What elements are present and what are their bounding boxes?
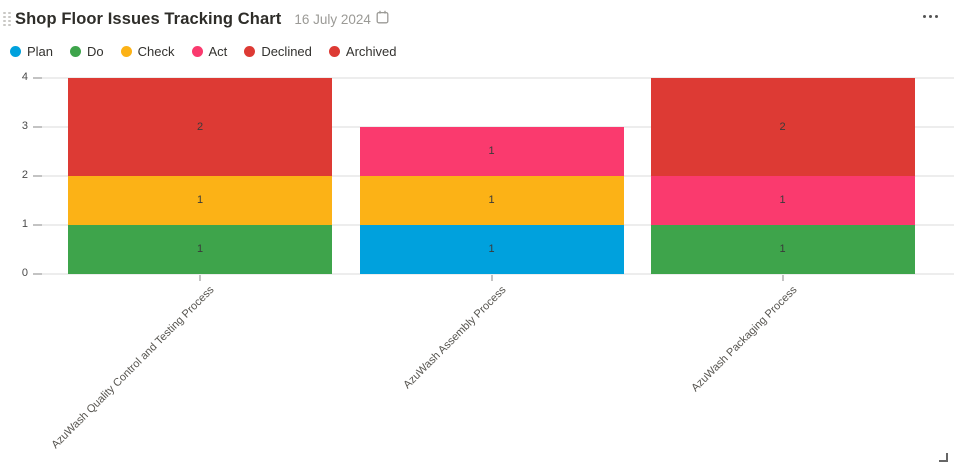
x-axis-tick — [781, 275, 784, 281]
y-axis-tick — [33, 273, 42, 275]
bar-segment-check[interactable]: 1 — [359, 176, 624, 225]
y-axis-tick-label: 4 — [21, 71, 28, 83]
y-axis-tick — [33, 224, 42, 226]
legend-label: Do — [87, 44, 104, 59]
x-axis-tick — [490, 275, 493, 281]
gridline-y0 — [42, 273, 954, 275]
y-axis-tick-label: 1 — [21, 218, 28, 230]
y-axis-tick — [33, 126, 42, 128]
legend-label: Plan — [27, 44, 54, 59]
legend-item-declined[interactable]: Declined — [244, 44, 312, 59]
more-options-button[interactable] — [920, 12, 941, 21]
legend-dot-icon — [244, 46, 256, 57]
calendar-icon — [376, 10, 389, 29]
legend-label: Archived — [345, 44, 397, 59]
bar-segment-do[interactable]: 1 — [650, 225, 915, 274]
y-axis-tick-label: 3 — [21, 120, 28, 132]
legend-label: Check — [137, 44, 175, 59]
y-axis-tick-label: 0 — [21, 267, 28, 279]
chart-title: Shop Floor Issues Tracking Chart — [15, 9, 282, 28]
legend-item-check[interactable]: Check — [120, 44, 175, 59]
chart-legend: Plan Do Check Act Declined Archived — [10, 44, 396, 59]
legend-dot-icon — [328, 46, 340, 57]
bar-segment-act[interactable]: 1 — [650, 176, 915, 225]
legend-label: Act — [208, 44, 228, 59]
bar-segment-plan[interactable]: 1 — [359, 225, 624, 274]
y-axis-tick — [33, 175, 42, 177]
legend-label: Declined — [261, 44, 312, 59]
legend-dot-icon — [191, 46, 203, 57]
bar-segment-declined[interactable]: 2 — [650, 78, 915, 176]
x-axis-tick — [199, 275, 201, 281]
x-axis-category-label: AzuWash Quality Control and Testing Proc… — [49, 284, 217, 452]
bar-segment-do[interactable]: 1 — [68, 225, 332, 274]
legend-dot-icon — [10, 46, 21, 57]
y-axis-tick-label: 2 — [21, 169, 28, 181]
y-axis-tick — [33, 77, 42, 79]
chart-date[interactable]: 16 July 2024 — [294, 11, 371, 27]
gridline-y4 — [42, 77, 954, 79]
resize-handle[interactable] — [939, 453, 948, 462]
legend-dot-icon — [120, 46, 132, 57]
legend-item-act[interactable]: Act — [191, 44, 228, 59]
drag-handle-icon[interactable] — [3, 11, 11, 27]
legend-dot-icon — [70, 46, 82, 57]
x-axis-category-label: AzuWash Assembly Process — [400, 284, 508, 392]
chart-header: Shop Floor Issues Tracking Chart 16 July… — [3, 9, 908, 29]
legend-item-archived[interactable]: Archived — [328, 44, 397, 59]
legend-item-do[interactable]: Do — [70, 44, 104, 59]
bar-segment-check[interactable]: 1 — [68, 176, 332, 225]
legend-item-plan[interactable]: Plan — [10, 44, 53, 59]
bar-segment-act[interactable]: 1 — [359, 127, 624, 176]
bar-segment-declined[interactable]: 2 — [68, 78, 332, 176]
x-axis-category-label: AzuWash Packaging Process — [688, 284, 799, 395]
